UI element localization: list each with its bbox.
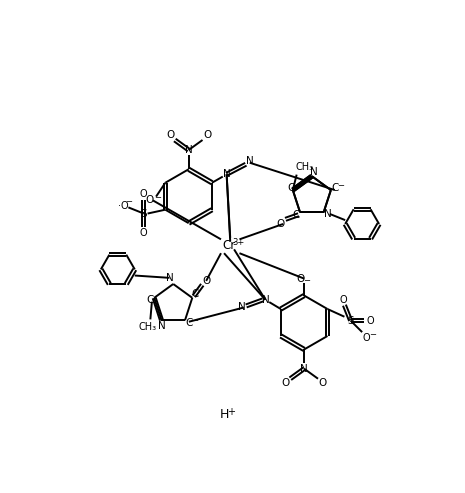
Text: CH₃: CH₃ [139, 322, 157, 332]
Text: N: N [246, 156, 253, 166]
Text: S: S [347, 316, 354, 325]
Text: −: − [369, 330, 376, 339]
Text: C: C [292, 210, 300, 220]
Text: N: N [239, 303, 246, 313]
Text: N: N [310, 167, 318, 177]
Text: O: O [140, 228, 147, 238]
Text: O: O [362, 332, 370, 343]
Text: O: O [146, 195, 154, 206]
Text: N: N [261, 295, 269, 305]
Text: N: N [158, 321, 166, 331]
Text: CH₃: CH₃ [295, 162, 313, 172]
Text: −: − [337, 181, 344, 190]
Text: Cr: Cr [222, 239, 235, 252]
Text: O: O [277, 219, 285, 229]
Text: H: H [220, 408, 230, 422]
Text: +: + [227, 407, 235, 417]
Text: ·O: ·O [118, 201, 128, 211]
Text: N: N [166, 273, 173, 283]
Text: O: O [202, 276, 210, 286]
Text: C: C [185, 317, 193, 327]
Text: C: C [331, 183, 339, 193]
Text: −: − [154, 193, 161, 202]
Text: −: − [191, 316, 198, 325]
Text: C: C [287, 183, 295, 193]
Text: N: N [223, 169, 231, 179]
Text: S: S [140, 209, 147, 218]
Text: N: N [300, 364, 308, 374]
Text: O: O [319, 378, 327, 388]
Text: O: O [296, 274, 305, 283]
Text: O: O [339, 295, 347, 305]
Text: −: − [125, 197, 132, 206]
Text: N: N [324, 209, 332, 219]
Text: O: O [281, 378, 290, 388]
Text: −: − [303, 277, 310, 285]
Text: O: O [140, 189, 147, 199]
Text: O: O [203, 130, 211, 141]
Text: O: O [166, 130, 174, 141]
Text: C: C [191, 289, 198, 299]
Text: O: O [366, 316, 374, 325]
Text: 3+: 3+ [232, 238, 244, 247]
Text: C: C [146, 295, 154, 305]
Text: N: N [185, 145, 193, 155]
